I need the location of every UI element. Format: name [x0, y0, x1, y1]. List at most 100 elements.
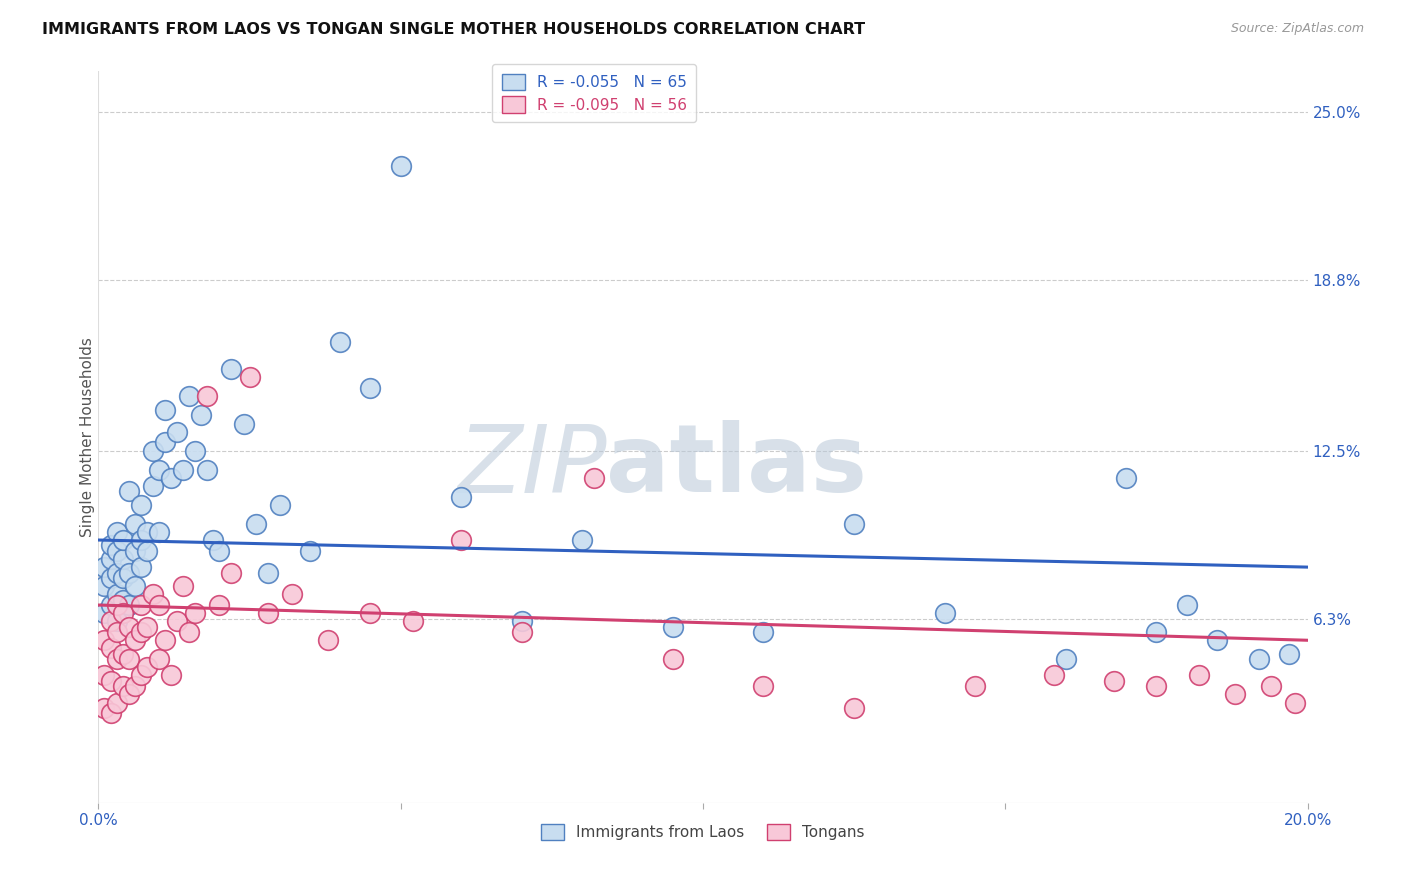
Point [135, 544, 157, 558]
Point [129, 625, 152, 640]
Point [93, 701, 115, 715]
Point [256, 566, 278, 580]
Point [129, 668, 152, 682]
Point [100, 552, 122, 566]
Point [129, 560, 152, 574]
Point [752, 625, 775, 640]
Point [129, 533, 152, 547]
Point [105, 544, 128, 558]
Point [360, 606, 382, 620]
Point [184, 606, 207, 620]
Point [934, 606, 956, 620]
Point [232, 417, 254, 431]
Point [172, 579, 194, 593]
Legend: Immigrants from Laos, Tongans: Immigrants from Laos, Tongans [534, 817, 872, 847]
Point [239, 370, 262, 384]
Point [160, 471, 183, 485]
Point [1260, 679, 1282, 693]
Point [124, 633, 146, 648]
Point [583, 471, 606, 485]
Point [1115, 471, 1137, 485]
Point [100, 641, 122, 656]
Point [510, 625, 533, 640]
Point [245, 516, 267, 531]
Point [111, 647, 134, 661]
Point [1144, 679, 1167, 693]
Point [148, 524, 170, 539]
Point [100, 571, 122, 585]
Point [1249, 652, 1271, 666]
Point [571, 533, 593, 547]
Point [93, 560, 115, 574]
Point [142, 443, 165, 458]
Point [105, 625, 128, 640]
Text: ZIP: ZIP [457, 421, 606, 512]
Y-axis label: Single Mother Households: Single Mother Households [80, 337, 94, 537]
Point [111, 571, 134, 585]
Point [148, 462, 170, 476]
Point [118, 484, 141, 499]
Point [124, 516, 146, 531]
Point [135, 524, 157, 539]
Point [166, 615, 188, 629]
Point [142, 479, 165, 493]
Point [844, 516, 866, 531]
Point [148, 652, 170, 666]
Point [1223, 688, 1246, 702]
Point [179, 389, 201, 403]
Point [1206, 633, 1229, 648]
Point [135, 620, 157, 634]
Point [1284, 696, 1306, 710]
Text: IMMIGRANTS FROM LAOS VS TONGAN SINGLE MOTHER HOUSEHOLDS CORRELATION CHART: IMMIGRANTS FROM LAOS VS TONGAN SINGLE MO… [42, 22, 865, 37]
Point [389, 159, 412, 173]
Point [1175, 598, 1198, 612]
Point [118, 566, 141, 580]
Point [450, 533, 472, 547]
Point [1278, 647, 1301, 661]
Point [844, 701, 866, 715]
Point [135, 660, 157, 674]
Point [105, 598, 128, 612]
Point [153, 633, 176, 648]
Point [184, 443, 207, 458]
Point [1144, 625, 1167, 640]
Point [195, 389, 218, 403]
Point [129, 498, 152, 512]
Point [208, 544, 231, 558]
Point [129, 598, 152, 612]
Point [179, 625, 201, 640]
Point [752, 679, 775, 693]
Point [148, 598, 170, 612]
Point [118, 620, 141, 634]
Point [221, 566, 243, 580]
Point [172, 462, 194, 476]
Point [111, 606, 134, 620]
Point [208, 598, 231, 612]
Point [111, 679, 134, 693]
Point [1102, 673, 1125, 688]
Point [256, 606, 278, 620]
Point [124, 579, 146, 593]
Point [1042, 668, 1064, 682]
Point [105, 696, 128, 710]
Point [100, 706, 122, 721]
Point [111, 592, 134, 607]
Point [153, 403, 176, 417]
Point [160, 668, 183, 682]
Point [360, 381, 382, 395]
Point [124, 679, 146, 693]
Point [965, 679, 987, 693]
Point [93, 633, 115, 648]
Point [93, 606, 115, 620]
Point [142, 587, 165, 601]
Point [166, 425, 188, 439]
Point [100, 673, 122, 688]
Point [661, 620, 683, 634]
Point [105, 615, 128, 629]
Point [402, 615, 425, 629]
Point [661, 652, 683, 666]
Point [510, 615, 533, 629]
Point [111, 533, 134, 547]
Point [100, 598, 122, 612]
Point [195, 462, 218, 476]
